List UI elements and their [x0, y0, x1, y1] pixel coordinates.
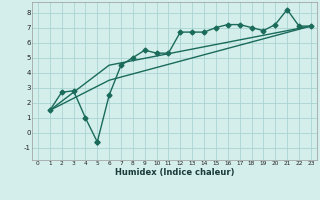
- X-axis label: Humidex (Indice chaleur): Humidex (Indice chaleur): [115, 168, 234, 177]
